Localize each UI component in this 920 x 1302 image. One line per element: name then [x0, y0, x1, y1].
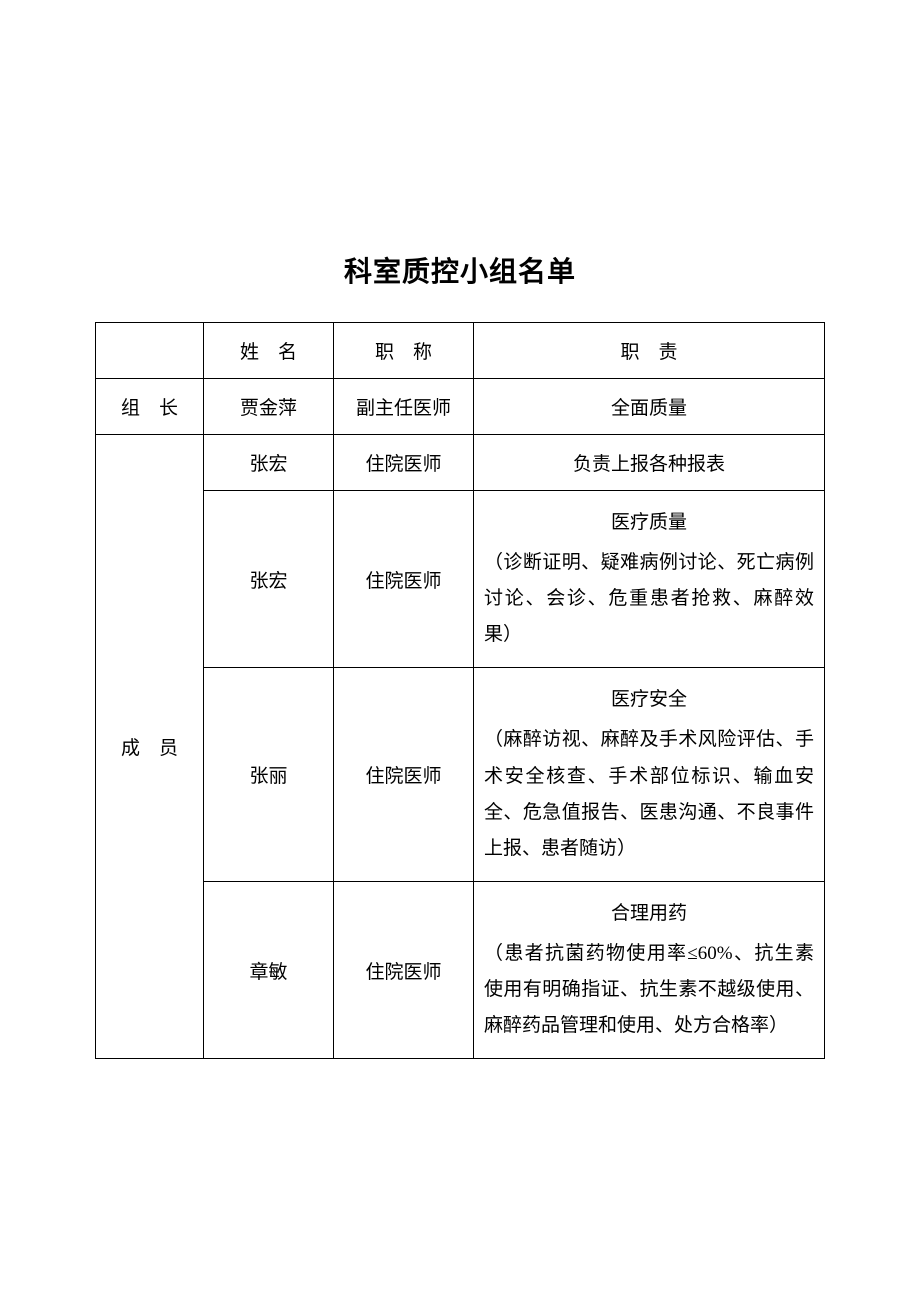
page-title: 科室质控小组名单 — [95, 250, 825, 290]
duty-heading: 医疗安全 — [484, 682, 814, 718]
header-name: 姓 名 — [204, 323, 334, 379]
cell-duty: 医疗安全 （麻醉访视、麻醉及手术风险评估、手术安全核查、手术部位标识、输血安全、… — [474, 668, 825, 881]
table-row: 张丽 住院医师 医疗安全 （麻醉访视、麻醉及手术风险评估、手术安全核查、手术部位… — [96, 668, 825, 881]
cell-name: 贾金萍 — [204, 379, 334, 435]
cell-name: 张丽 — [204, 668, 334, 881]
cell-role-member: 成 员 — [96, 435, 204, 1059]
cell-title: 住院医师 — [334, 668, 474, 881]
cell-duty: 合理用药 （患者抗菌药物使用率≤60%、抗生素使用有明确指证、抗生素不越级使用、… — [474, 881, 825, 1058]
duty-body: （诊断证明、疑难病例讨论、死亡病例讨论、会诊、危重患者抢救、麻醉效果） — [484, 545, 814, 653]
duty-heading: 医疗质量 — [484, 505, 814, 541]
cell-role: 组 长 — [96, 379, 204, 435]
cell-title: 住院医师 — [334, 491, 474, 668]
cell-title: 住院医师 — [334, 435, 474, 491]
table-row: 张宏 住院医师 医疗质量 （诊断证明、疑难病例讨论、死亡病例讨论、会诊、危重患者… — [96, 491, 825, 668]
qc-group-table: 姓 名 职 称 职 责 组 长 贾金萍 副主任医师 全面质量 成 员 张宏 住院… — [95, 322, 825, 1059]
cell-title: 住院医师 — [334, 881, 474, 1058]
cell-name: 张宏 — [204, 491, 334, 668]
cell-duty: 医疗质量 （诊断证明、疑难病例讨论、死亡病例讨论、会诊、危重患者抢救、麻醉效果） — [474, 491, 825, 668]
header-duty: 职 责 — [474, 323, 825, 379]
document-page: 科室质控小组名单 姓 名 职 称 职 责 组 长 贾金萍 副主任医师 全面质量 … — [0, 0, 920, 1059]
duty-body: （患者抗菌药物使用率≤60%、抗生素使用有明确指证、抗生素不越级使用、麻醉药品管… — [484, 936, 814, 1044]
header-title: 职 称 — [334, 323, 474, 379]
header-role — [96, 323, 204, 379]
table-header-row: 姓 名 职 称 职 责 — [96, 323, 825, 379]
cell-duty: 全面质量 — [474, 379, 825, 435]
table-row: 成 员 张宏 住院医师 负责上报各种报表 — [96, 435, 825, 491]
duty-heading: 合理用药 — [484, 896, 814, 932]
table-row: 章敏 住院医师 合理用药 （患者抗菌药物使用率≤60%、抗生素使用有明确指证、抗… — [96, 881, 825, 1058]
cell-duty: 负责上报各种报表 — [474, 435, 825, 491]
cell-name: 张宏 — [204, 435, 334, 491]
table-row: 组 长 贾金萍 副主任医师 全面质量 — [96, 379, 825, 435]
cell-title: 副主任医师 — [334, 379, 474, 435]
duty-body: （麻醉访视、麻醉及手术风险评估、手术安全核查、手术部位标识、输血安全、危急值报告… — [484, 722, 814, 866]
cell-name: 章敏 — [204, 881, 334, 1058]
